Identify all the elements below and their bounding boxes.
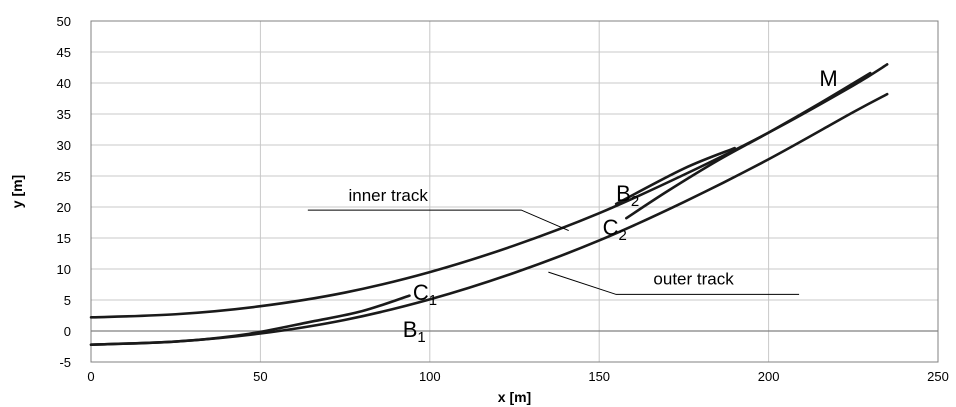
point-c2-sub: 2 bbox=[618, 227, 626, 244]
point-b1-label: B1 bbox=[403, 317, 426, 346]
leader-line-1 bbox=[548, 271, 800, 295]
inner-track-label: inner track bbox=[348, 186, 428, 205]
series-line-4 bbox=[614, 146, 737, 206]
series-lines bbox=[89, 63, 889, 346]
y-tick-label-5: 20 bbox=[57, 200, 71, 215]
point-c2-main: C bbox=[603, 215, 619, 240]
y-tick-label-2: 5 bbox=[64, 293, 71, 308]
axes bbox=[90, 20, 939, 363]
point-c1-sub: 1 bbox=[429, 292, 437, 309]
x-tick-label-3: 150 bbox=[588, 369, 610, 384]
x-tick-label-5: 250 bbox=[927, 369, 949, 384]
y-tick-label-1: 0 bbox=[64, 324, 71, 339]
y-tick-label-4: 15 bbox=[57, 231, 71, 246]
plot-frame bbox=[90, 20, 939, 363]
series-line-2 bbox=[89, 294, 411, 346]
point-c1-main: C bbox=[413, 280, 429, 305]
point-b2-main: B bbox=[616, 181, 631, 206]
y-tick-label-0: -5 bbox=[59, 355, 71, 370]
x-tick-label-0: 0 bbox=[87, 369, 94, 384]
x-tick-label-4: 200 bbox=[758, 369, 780, 384]
point-c1-label: C1 bbox=[413, 280, 437, 309]
point-b1-main: B bbox=[403, 317, 418, 342]
y-tick-label-11: 50 bbox=[57, 14, 71, 29]
x-tick-label-2: 100 bbox=[419, 369, 441, 384]
y-tick-label-10: 45 bbox=[57, 45, 71, 60]
point-c2-label: C2 bbox=[603, 215, 627, 244]
y-tick-label-8: 35 bbox=[57, 107, 71, 122]
series-line-3 bbox=[625, 71, 872, 220]
annotations: inner track outer track M B2 C2 C1 B1 bbox=[348, 66, 837, 346]
y-tick-label-3: 10 bbox=[57, 262, 71, 277]
y-tick-label-9: 40 bbox=[57, 76, 71, 91]
leader-line-0 bbox=[307, 209, 569, 232]
x-axis-title: x [m] bbox=[498, 389, 531, 405]
tick-labels: -5 0 5 10 15 20 25 30 35 40 45 50 0 50 100 150 200 250 bbox=[57, 14, 949, 384]
annotation-leaders bbox=[307, 209, 800, 295]
y-axis-title: y [m] bbox=[9, 175, 25, 208]
point-b1-sub: 1 bbox=[417, 329, 425, 346]
point-m-label: M bbox=[819, 66, 837, 91]
y-tick-label-6: 25 bbox=[57, 169, 71, 184]
y-tick-label-7: 30 bbox=[57, 138, 71, 153]
series-line-0 bbox=[89, 63, 889, 319]
outer-track-label: outer track bbox=[653, 270, 734, 289]
point-b2-sub: 2 bbox=[631, 193, 639, 210]
point-b2-label: B2 bbox=[616, 181, 639, 210]
x-tick-label-1: 50 bbox=[253, 369, 267, 384]
